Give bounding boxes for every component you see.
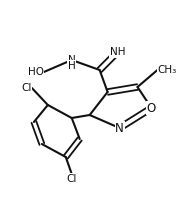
Text: O: O (147, 102, 156, 114)
Text: H: H (68, 61, 76, 71)
Text: CH₃: CH₃ (157, 65, 177, 75)
Text: NH: NH (110, 47, 125, 57)
Text: Cl: Cl (67, 174, 77, 184)
Text: N: N (68, 55, 76, 65)
Text: HO: HO (28, 67, 44, 77)
Text: Cl: Cl (21, 83, 32, 93)
Text: N: N (115, 122, 124, 134)
